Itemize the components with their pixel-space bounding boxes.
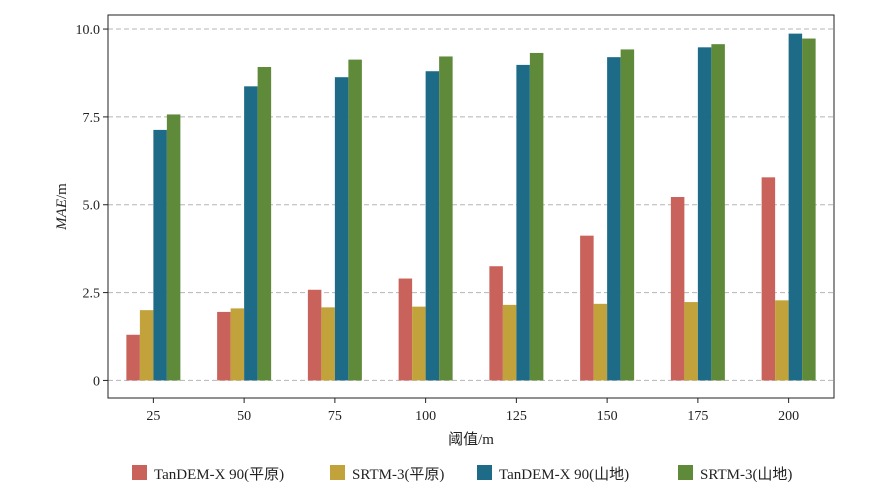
x-tick-label: 150 — [597, 409, 618, 424]
bar-2-125 — [502, 304, 517, 381]
y-axis-title-italic: MAE — [54, 199, 70, 231]
x-tick-label: 175 — [687, 409, 708, 424]
x-tick-label: 100 — [415, 409, 436, 424]
x-tick-label: 125 — [506, 409, 527, 424]
bar-1-125 — [489, 266, 503, 381]
legend-label-4: SRTM-3(山地) — [700, 466, 792, 483]
y-axis-title-unit: /m — [54, 183, 70, 199]
y-axis-title: MAE/m — [54, 183, 70, 231]
legend-label-3: TanDEM-X 90(山地) — [499, 466, 629, 483]
bar-3-25 — [153, 129, 167, 381]
bar-4-75 — [348, 59, 362, 381]
bar-3-75 — [334, 77, 349, 381]
bar-2-75 — [321, 307, 335, 381]
bar-1-50 — [217, 311, 231, 381]
bar-3-100 — [425, 71, 440, 381]
legend-swatch-2 — [330, 465, 345, 480]
bar-4-25 — [166, 114, 181, 381]
bar-3-125 — [516, 64, 530, 381]
legend-swatch-3 — [477, 465, 492, 480]
x-tick-label: 50 — [237, 409, 251, 424]
legend-swatch-4 — [678, 465, 693, 480]
y-tick-label: 0 — [93, 374, 100, 389]
x-tick-label: 75 — [328, 409, 342, 424]
bar-4-125 — [529, 52, 544, 381]
y-tick-label: 7.5 — [83, 111, 101, 126]
bar-1-100 — [398, 278, 413, 381]
x-axis-title: 阈值/m — [448, 431, 494, 448]
legend-swatch-1 — [132, 465, 147, 480]
bar-1-200 — [761, 177, 776, 381]
bar-2-200 — [775, 300, 789, 381]
bar-2-150 — [593, 303, 608, 381]
bar-1-25 — [126, 334, 140, 381]
bar-2-25 — [139, 310, 154, 381]
bar-3-200 — [788, 33, 803, 381]
bar-1-175 — [670, 197, 685, 381]
y-tick-label: 10.0 — [76, 23, 101, 38]
bar-3-175 — [697, 47, 712, 381]
plot-frame — [107, 14, 835, 399]
x-tick-label: 200 — [778, 409, 799, 424]
bar-2-100 — [412, 306, 426, 381]
bar-2-50 — [230, 308, 245, 381]
bar-4-150 — [620, 49, 635, 381]
bar-3-50 — [244, 86, 258, 381]
legend-label-1: TanDEM-X 90(平原) — [154, 467, 284, 483]
bar-4-50 — [257, 67, 272, 381]
y-tick-label: 5.0 — [83, 199, 101, 214]
legend-label-2: SRTM-3(平原) — [352, 467, 444, 483]
bar-4-100 — [439, 56, 453, 381]
y-tick-label: 2.5 — [83, 287, 101, 302]
bar-1-75 — [307, 289, 322, 381]
x-tick-label: 25 — [146, 409, 160, 424]
bar-3-150 — [607, 57, 621, 381]
bar-4-200 — [802, 38, 816, 381]
bar-1-150 — [580, 235, 594, 381]
bar-4-175 — [711, 44, 725, 381]
bar-2-175 — [684, 302, 698, 381]
